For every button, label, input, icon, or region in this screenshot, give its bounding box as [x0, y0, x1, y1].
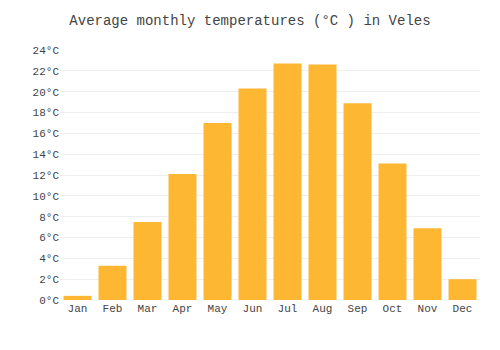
- svg-text:Feb: Feb: [103, 303, 123, 315]
- svg-text:Nov: Nov: [418, 303, 438, 315]
- svg-text:4°C: 4°C: [39, 253, 59, 265]
- svg-text:May: May: [208, 303, 228, 315]
- svg-text:18°C: 18°C: [33, 107, 60, 119]
- svg-text:22°C: 22°C: [33, 66, 60, 78]
- svg-text:12°C: 12°C: [33, 170, 60, 182]
- svg-text:10°C: 10°C: [33, 191, 60, 203]
- svg-text:2°C: 2°C: [39, 274, 59, 286]
- svg-text:Mar: Mar: [138, 303, 158, 315]
- svg-text:0°C: 0°C: [39, 295, 59, 307]
- svg-text:Aug: Aug: [313, 303, 333, 315]
- svg-text:Jan: Jan: [68, 303, 88, 315]
- svg-text:6°C: 6°C: [39, 232, 59, 244]
- svg-text:16°C: 16°C: [33, 128, 60, 140]
- svg-text:Oct: Oct: [383, 303, 403, 315]
- svg-text:8°C: 8°C: [39, 212, 59, 224]
- svg-text:Jun: Jun: [243, 303, 263, 315]
- svg-text:Average monthly temperatures (: Average monthly temperatures (°C ) in Ve…: [69, 13, 430, 29]
- svg-text:20°C: 20°C: [33, 87, 60, 99]
- svg-text:Apr: Apr: [173, 303, 193, 315]
- svg-text:Sep: Sep: [348, 303, 368, 315]
- svg-text:Jul: Jul: [278, 303, 298, 315]
- svg-text:24°C: 24°C: [33, 45, 60, 57]
- svg-text:14°C: 14°C: [33, 149, 60, 161]
- svg-text:Dec: Dec: [453, 303, 473, 315]
